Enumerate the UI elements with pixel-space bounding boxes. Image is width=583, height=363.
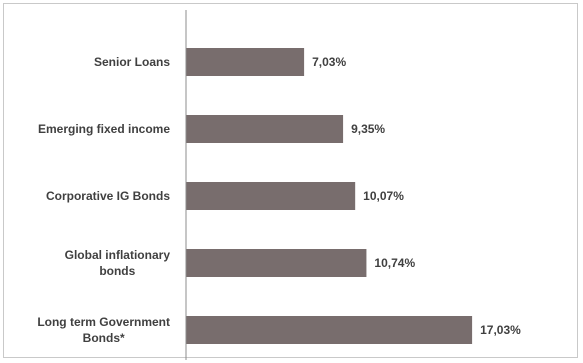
value-label-5: 17,03%: [480, 323, 521, 337]
value-label-4: 10,74%: [374, 256, 415, 270]
category-label-4: Global inflationary bonds: [65, 248, 171, 278]
bar-5: [186, 316, 473, 344]
category-label-3: Corporative IG Bonds: [46, 189, 170, 203]
bars-layer: [186, 48, 473, 344]
category-label-5: Long term Government Bonds*: [37, 315, 170, 345]
labels-layer: 7,03% Senior Loans 9,35% Emerging fixed inc…: [37, 55, 521, 345]
category-label-1: Senior Loans: [94, 55, 170, 69]
bar-4: [186, 249, 367, 277]
value-label-3: 10,07%: [363, 189, 404, 203]
category-label-2: Emerging fixed income: [38, 122, 170, 136]
value-label-2: 9,35%: [351, 122, 385, 136]
bar-3: [186, 182, 356, 210]
bar-2: [186, 115, 344, 143]
value-label-1: 7,03%: [312, 55, 346, 69]
bar-1: [186, 48, 305, 76]
